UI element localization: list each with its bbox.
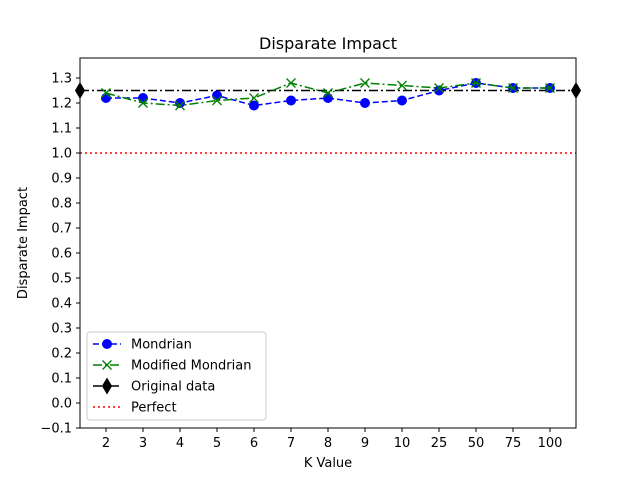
legend-swatch-marker [102,339,112,349]
legend-item: Modified Mondrian [93,359,251,374]
data-point [249,93,259,103]
legend-label: Mondrian [131,338,192,353]
y-tick-label: −0.1 [40,422,72,437]
data-point [360,78,370,88]
data-point [212,95,222,106]
data-point [286,78,296,88]
data-point [323,88,333,98]
data-point-stroke-b [101,88,111,98]
legend-item: Mondrian [93,338,192,353]
y-tick-label: 0.8 [51,197,72,212]
legend-label: Modified Mondrian [131,359,251,374]
x-tick-label: 100 [538,436,563,451]
data-point [286,95,296,106]
x-tick-label: 9 [361,436,369,451]
y-tick-label: 0.5 [51,272,72,287]
series-modified-mondrian [101,78,555,111]
data-point [323,93,333,103]
x-tick-label: 2 [102,436,110,451]
data-point-stroke-b [249,93,259,103]
x-tick-label: 50 [468,436,485,451]
y-tick-label: 0.9 [51,172,72,187]
x-tick-label: 75 [505,436,522,451]
data-point-stroke-b [397,80,407,91]
data-point-stroke-b [545,83,555,93]
chart-title: Disparate Impact [259,34,397,53]
plot-area [74,57,582,429]
legend-label: Original data [131,380,215,395]
y-tick-label: 0.3 [51,322,72,337]
y-tick-label: 0.6 [51,247,72,262]
data-point-stroke-b [138,98,148,108]
data-point [360,98,370,108]
data-point [138,98,148,108]
series-layer [101,78,555,111]
x-axis-title: K Value [304,456,352,471]
x-tick-label: 3 [139,436,147,451]
y-tick-label: 1.2 [51,97,72,112]
y-tick-label: 0.1 [51,372,72,387]
y-tick-label: 0.4 [51,297,72,312]
y-axis-title: Disparate Impact [16,187,31,299]
y-tick-label: 0.0 [51,397,72,412]
x-tick-label: 7 [287,436,295,451]
y-tick-label: 1.3 [51,72,72,87]
data-point [101,88,111,98]
legend-swatch-marker [102,360,112,370]
legend-swatch-marker-stroke-b [102,360,112,370]
data-point-stroke-b [286,78,296,88]
data-point [397,80,407,91]
data-point [397,95,407,106]
y-tick-label: 1.1 [51,122,72,137]
data-point [101,93,111,103]
x-tick-label: 5 [213,436,221,451]
data-point-stroke-b [360,78,370,88]
data-point [249,100,259,111]
data-point [175,100,185,111]
legend-box [86,331,267,421]
x-tick-label: 6 [250,436,258,451]
legend-label: Perfect [131,401,177,416]
data-point-stroke-b [508,83,518,93]
data-point-stroke-b [471,78,481,88]
x-tick-label: 8 [324,436,332,451]
legend-item: Original data [93,377,215,395]
x-tick-label: 25 [431,436,448,451]
data-point [508,83,518,93]
data-point [545,83,555,93]
y-tick-label: 0.2 [51,347,72,362]
x-tick-label: 10 [394,436,411,451]
data-point-stroke-b [212,95,222,106]
data-point [434,83,444,93]
y-tick-label: 0.7 [51,222,72,237]
data-point-stroke-b [175,100,185,111]
y-tick-label: 1.0 [51,147,72,162]
x-axis: 2 3 4 5 6 7 8 9 10 25 50 75 100 [102,428,563,451]
data-point [471,78,481,88]
data-point [138,93,148,103]
y-axis: −0.1 0.0 0.1 0.2 0.3 0.4 0.5 0.6 0.7 0.8 0.9 1.0 1.1… [40,72,80,437]
legend: Mondrian Modified Mondrian Original data Pe… [86,331,267,421]
data-point-stroke-b [434,83,444,93]
x-tick-label: 4 [176,436,184,451]
legend-item: Perfect [93,401,177,416]
data-point [212,90,222,101]
data-point-stroke-b [323,88,333,98]
legend-swatch-marker [101,377,113,395]
